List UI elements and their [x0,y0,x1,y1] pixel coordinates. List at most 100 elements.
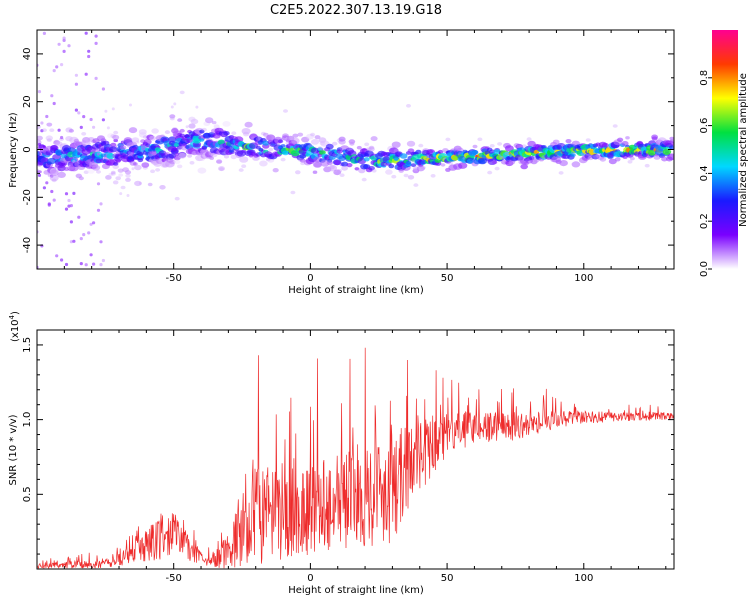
heatmap-cell [111,107,115,111]
heatmap-cell [115,158,121,163]
heatmap-cell [42,186,47,190]
snr-background [37,330,674,569]
heatmap-cell [94,76,98,80]
heatmap-cell [327,160,333,164]
heatmap-cell [42,31,47,35]
heatmap-cell [199,138,205,142]
heatmap-cell [312,170,318,174]
heatmap-cell [174,196,180,201]
spectrogram-xtick-label: 0 [307,273,313,284]
heatmap-cell [259,160,268,167]
heatmap-cell [49,169,59,176]
heatmap-cell [60,258,64,262]
heatmap-cell [558,171,564,175]
heatmap-cell [295,170,301,175]
heatmap-cell [45,135,53,141]
heatmap-cell [241,149,246,153]
heatmap-cell [407,175,415,180]
heatmap-cell [222,121,231,127]
heatmap-cell [189,161,195,165]
spectrogram-ytick-label: 40 [22,48,33,61]
heatmap-cell [50,94,54,98]
heatmap-cell [37,170,42,174]
heatmap-cell [333,160,341,166]
heatmap-cell [283,109,288,113]
colorbar: 0.0 0.2 0.4 0.6 0.8 Normalized spectral ampl… [699,30,749,277]
colorbar-tick-label: 0.0 [699,261,710,277]
heatmap-cell [552,139,560,145]
heatmap-cell [268,147,274,152]
heatmap-cell [209,156,214,160]
heatmap-cell [173,102,177,106]
heatmap-cell [84,263,88,267]
heatmap-cell [195,105,199,109]
heatmap-cell [168,136,177,143]
heatmap-cell [219,167,224,171]
heatmap-cell [278,139,284,144]
heatmap-cell [94,34,98,38]
heatmap-cell [370,136,378,142]
heatmap-cell [169,116,175,121]
heatmap-cell [585,138,591,142]
heatmap-cell [99,263,103,267]
heatmap-cell [118,173,124,177]
heatmap-cell [255,137,261,141]
heatmap-cell [112,164,119,170]
heatmap-cell [169,159,176,165]
heatmap-cell [363,157,370,162]
heatmap-cell [41,128,47,132]
heatmap-cell [614,157,621,162]
heatmap-cell [403,173,409,178]
heatmap-cell [625,136,630,140]
heatmap-cell [112,134,120,140]
heatmap-cell [415,149,422,155]
heatmap-cell [405,160,412,165]
heatmap-cell [64,192,69,196]
heatmap-cell [416,165,425,172]
heatmap-cell [83,170,89,174]
heatmap-cell [520,163,528,170]
heatmap-cell [659,153,665,157]
heatmap-cell [79,262,83,266]
heatmap-cell [492,160,498,165]
heatmap-cell [447,161,453,165]
heatmap-cell [45,157,49,161]
heatmap-cell [105,175,112,180]
snr-ytick-label: 0.5 [22,486,33,502]
spectrogram-xtick-label: 100 [574,273,593,284]
heatmap-cell [74,108,78,112]
heatmap-cell [667,153,674,161]
heatmap-cell [319,147,325,152]
heatmap-cell [617,137,624,142]
colorbar-gradient [712,30,738,269]
heatmap-cell [565,139,572,144]
heatmap-cell [228,149,234,153]
heatmap-cell [361,177,367,182]
heatmap-cell [129,103,132,107]
heatmap-cell [420,165,426,170]
heatmap-cell [133,162,138,166]
heatmap-cell [94,41,98,46]
heatmap-cell [310,132,316,137]
heatmap-cell [325,143,334,150]
heatmap-cell [57,128,61,132]
heatmap-cell [406,140,416,147]
heatmap-cell [134,164,142,171]
heatmap-cell [306,133,315,140]
heatmap-cell [110,170,116,175]
heatmap-cell [327,159,333,163]
snr-line [37,347,674,569]
heatmap-cell [169,114,176,119]
heatmap-cell [45,181,49,185]
colorbar-tick-label: 0.6 [699,118,710,134]
snr-xlabel: Height of straight line (km) [288,585,424,596]
heatmap-cell [120,185,126,190]
heatmap-cell [487,170,493,175]
heatmap-cell [280,144,286,148]
heatmap-cell [371,169,377,173]
figure-title: C2E5.2022.307.13.19.G18 [270,3,442,18]
heatmap-cell [440,163,446,167]
heatmap-cell [84,72,88,76]
heatmap-cell [99,202,103,206]
